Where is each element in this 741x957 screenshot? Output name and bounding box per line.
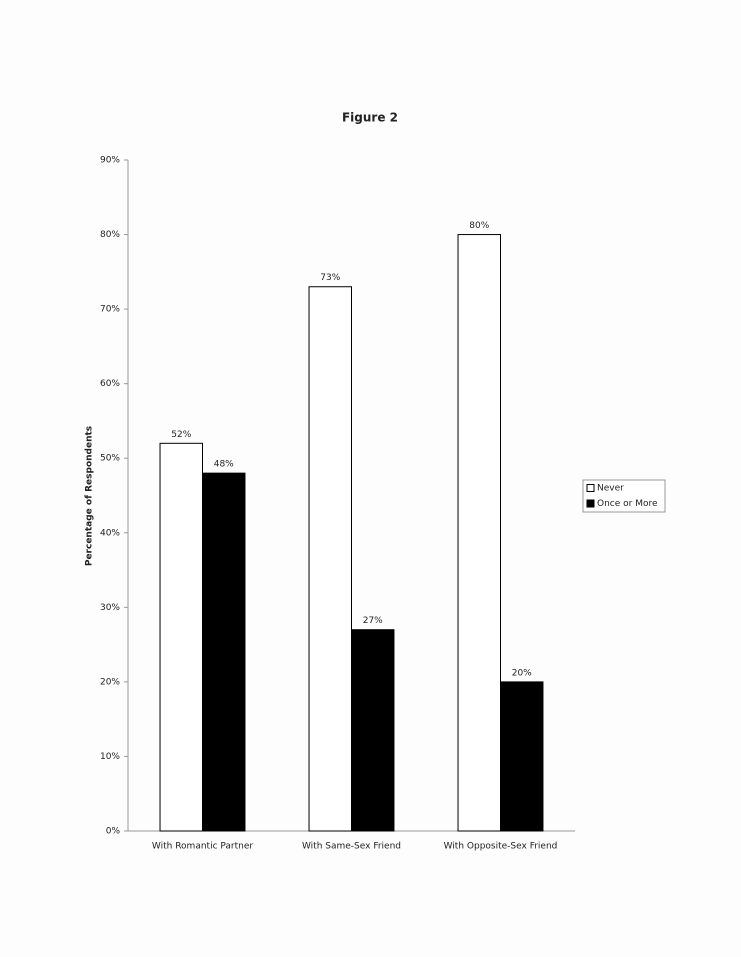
x-tick-label: With Romantic Partner xyxy=(152,842,253,852)
y-tick-label: 70% xyxy=(100,305,120,315)
value-label: 48% xyxy=(214,460,234,470)
legend-swatch xyxy=(586,484,595,492)
y-tick-label: 0% xyxy=(106,827,121,837)
bar xyxy=(159,442,204,832)
value-label: 80% xyxy=(469,221,489,231)
legend-swatch xyxy=(586,499,595,508)
bar xyxy=(202,472,246,832)
y-axis-title: Percentage of Respondents xyxy=(85,426,95,566)
legend-label: Once or More xyxy=(597,499,658,509)
x-tick-label: With Same-Sex Friend xyxy=(302,842,401,852)
bar xyxy=(308,286,353,832)
y-tick-label: 80% xyxy=(100,230,120,240)
chart-title: Figure 2 xyxy=(342,111,398,125)
y-tick-label: 10% xyxy=(100,752,120,762)
bar xyxy=(457,234,502,832)
y-tick-label: 30% xyxy=(100,603,120,613)
value-label: 73% xyxy=(320,273,340,283)
legend-box xyxy=(582,479,666,513)
value-label: 20% xyxy=(512,668,532,678)
value-label: 27% xyxy=(363,616,383,626)
y-tick-label: 20% xyxy=(100,677,120,687)
y-tick-label: 40% xyxy=(100,528,120,538)
legend-label: Never xyxy=(597,484,624,494)
y-tick-label: 50% xyxy=(100,454,120,464)
x-tick-label: With Opposite-Sex Friend xyxy=(444,842,558,852)
y-tick-label: 60% xyxy=(100,379,120,389)
bar xyxy=(351,629,395,832)
value-label: 52% xyxy=(171,430,191,440)
y-tick-label: 90% xyxy=(100,156,120,166)
bar xyxy=(500,681,544,832)
